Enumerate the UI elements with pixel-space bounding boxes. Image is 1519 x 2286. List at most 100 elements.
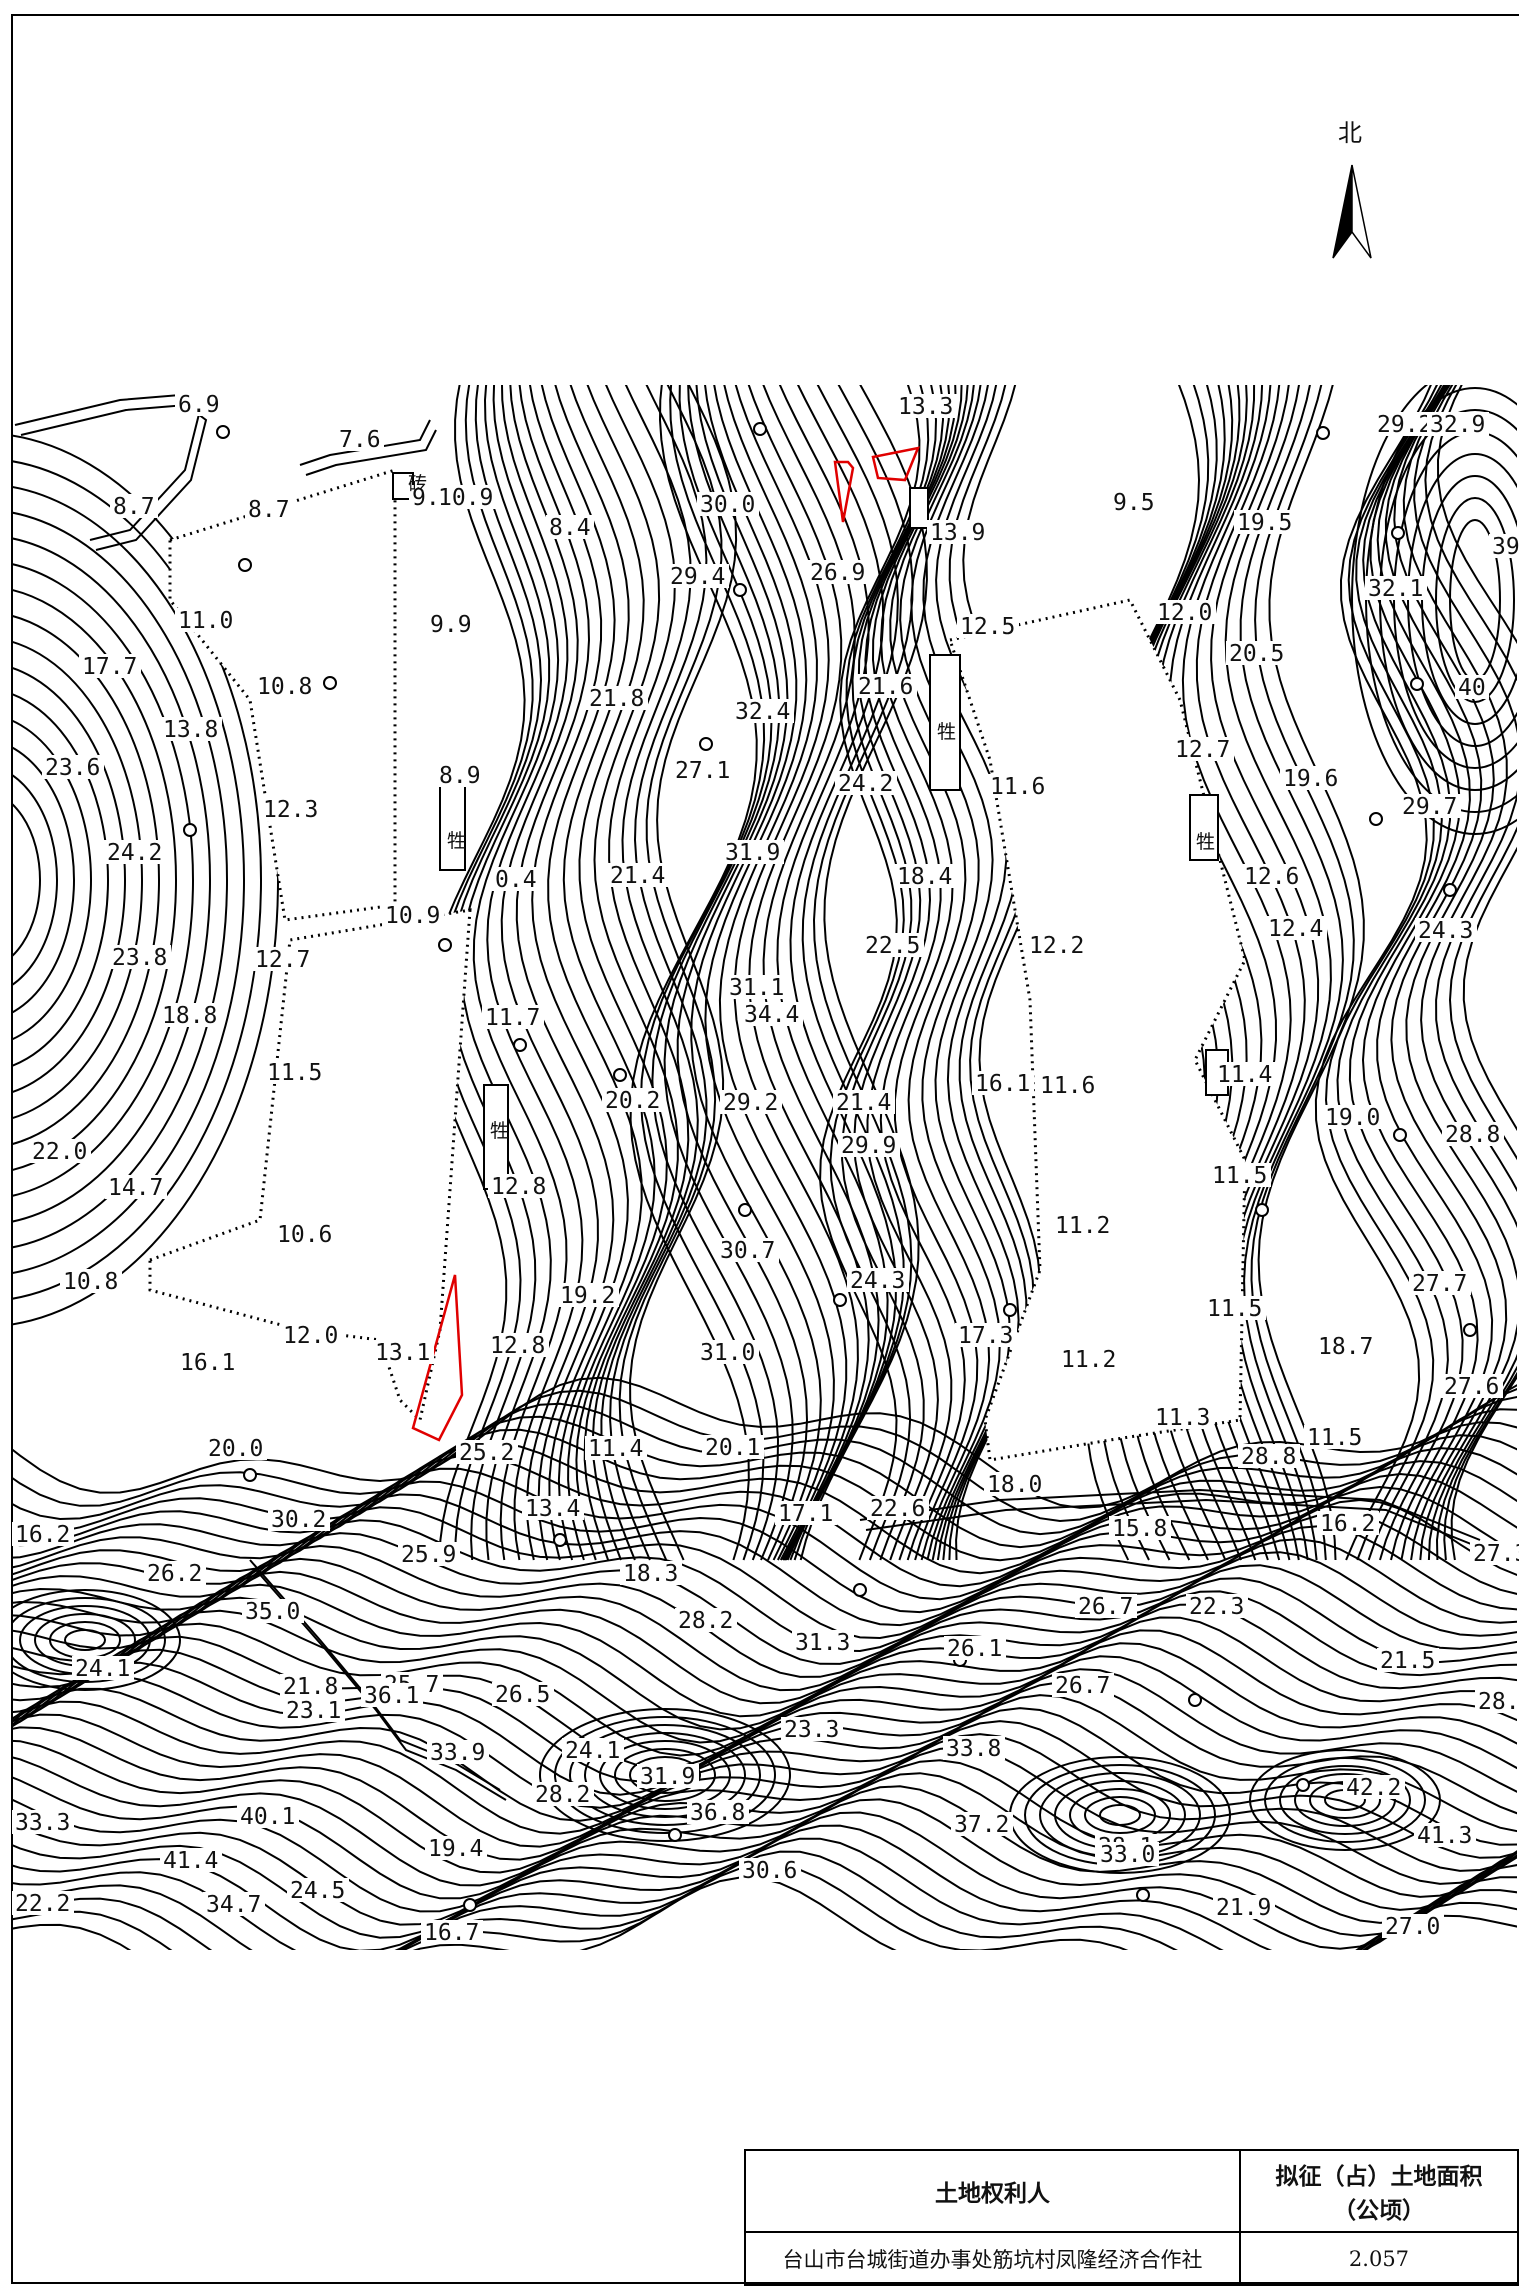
elevation-label-bg	[60, 1269, 122, 1293]
contour-line	[12, 1694, 1517, 1835]
contour-line	[1279, 1765, 1411, 1835]
contour-line	[889, 385, 991, 1561]
elevation-label: 13.8	[163, 717, 218, 743]
elevation-label-bg	[717, 1238, 779, 1262]
elevation-label-bg	[177, 1350, 239, 1374]
elevation-label-bg	[847, 1268, 909, 1292]
elevation-label-bg	[283, 1698, 345, 1722]
road-edge	[255, 1569, 507, 1801]
contour-line	[871, 385, 966, 1561]
elevation-label-bg	[1409, 1271, 1471, 1295]
contour-line	[12, 773, 58, 987]
elevation-label-bg	[175, 392, 223, 416]
contour-line	[540, 385, 643, 1561]
elevation-label: 24.1	[565, 1738, 620, 1764]
elevation-label: 32.1	[1368, 576, 1423, 602]
survey-point-icon	[699, 737, 713, 751]
table-header-row: 土地权利人 拟征（占）土地面积 （公顷）	[744, 2149, 1519, 2233]
contour-line	[12, 719, 92, 1041]
elevation-label: 27.3	[1473, 1541, 1519, 1567]
elevation-label: 11.2	[1055, 1213, 1110, 1239]
elevation-label: 24.2	[107, 840, 162, 866]
contour-line	[472, 385, 568, 1561]
contour-line	[829, 385, 930, 1561]
contour-line	[1239, 385, 1344, 1561]
elevation-label-bg	[205, 1436, 267, 1460]
contour-line	[663, 385, 794, 1561]
elevation-label-bg	[944, 1636, 1006, 1660]
elevation-label-bg	[110, 494, 158, 518]
elevation-label-bg	[1489, 534, 1519, 558]
elevation-label: 10.8	[257, 674, 312, 700]
elevation-label: 30.7	[720, 1238, 775, 1264]
elevation-label-bg	[72, 1656, 134, 1680]
contour-line	[1424, 385, 1517, 1561]
contour-line	[500, 385, 599, 1561]
elevation-label: 9.9	[430, 612, 472, 638]
contour-line	[12, 1785, 1517, 1926]
elevation-label-bg	[984, 1472, 1046, 1496]
elevation-label: 21.8	[589, 686, 644, 712]
elevation-label-bg	[1475, 1689, 1519, 1713]
elevation-label-bg	[372, 1340, 434, 1364]
area-header: 拟征（占）土地面积 （公顷）	[1238, 2149, 1519, 2233]
survey-point-icon	[438, 938, 452, 952]
contour-line	[554, 385, 656, 1561]
elevation-label: 11.0	[178, 608, 233, 634]
elevation-label: 19.0	[1325, 1105, 1380, 1131]
elevation-label: 23.8	[112, 945, 167, 971]
elevation-label-bg	[741, 1002, 803, 1026]
elevation-label: 17.7	[82, 654, 137, 680]
contour-line	[12, 1681, 1517, 1822]
elevation-label: 21.5	[1380, 1648, 1435, 1674]
elevation-label: 35.0	[245, 1599, 300, 1625]
elevation-label-bg	[382, 903, 444, 927]
elevation-label: 12.0	[283, 1323, 338, 1349]
elevation-label: 22.3	[1189, 1594, 1244, 1620]
elevation-label-bg	[361, 1683, 423, 1707]
elevation-label-bg	[1304, 1425, 1366, 1449]
elevation-label: 11.4	[588, 1436, 643, 1462]
contour-line	[12, 693, 109, 1067]
elevation-label: 22.5	[865, 933, 920, 959]
elevation-label-bg	[1234, 510, 1296, 534]
contour-line	[12, 1850, 1517, 1950]
building-symbol-label: 牲	[1196, 831, 1215, 853]
elevation-label: 12.0	[1157, 600, 1212, 626]
survey-point-icon	[216, 425, 230, 439]
flat-area	[948, 598, 1247, 1462]
elevation-label: 10.9	[438, 485, 493, 511]
survey-point-icon	[323, 676, 337, 690]
elevation-label: 11.6	[990, 774, 1045, 800]
elevation-label-bg	[987, 774, 1049, 798]
elevation-label: 23.6	[45, 755, 100, 781]
red-parcel-boundaries	[411, 446, 921, 1442]
elevation-label: 11.2	[1061, 1347, 1116, 1373]
elevation-label: 16.1	[975, 1071, 1030, 1097]
elevation-label-bg	[1026, 933, 1088, 957]
elevation-label-bg	[1186, 1594, 1248, 1618]
survey-point-icon	[1296, 1778, 1310, 1792]
elevation-label-bg	[637, 1764, 699, 1788]
road-edge	[20, 403, 208, 551]
elevation-label: 11.5	[267, 1060, 322, 1086]
contour-line	[12, 434, 279, 1326]
elevation-label: 28.8	[1445, 1122, 1500, 1148]
elevation-label-bg	[237, 1804, 299, 1828]
road-edge	[305, 429, 437, 476]
elevation-label: 16.1	[180, 1350, 235, 1376]
elevation-label-bg	[1442, 1122, 1504, 1146]
elevation-label: 39.3	[1492, 534, 1519, 560]
contour-line	[819, 385, 921, 1561]
elevation-label-bg	[532, 1782, 594, 1806]
elevation-label-bg	[855, 674, 917, 698]
elevation-label: 29.9	[841, 1133, 896, 1159]
survey-point-icon	[238, 558, 252, 572]
elevation-label-bg	[203, 1892, 265, 1916]
elevation-label: 19.5	[1237, 510, 1292, 536]
contour-line	[539, 1708, 791, 1842]
elevation-label-bg	[104, 840, 166, 864]
contour-line	[12, 1551, 1517, 1692]
elevation-label: 18.0	[987, 1472, 1042, 1498]
